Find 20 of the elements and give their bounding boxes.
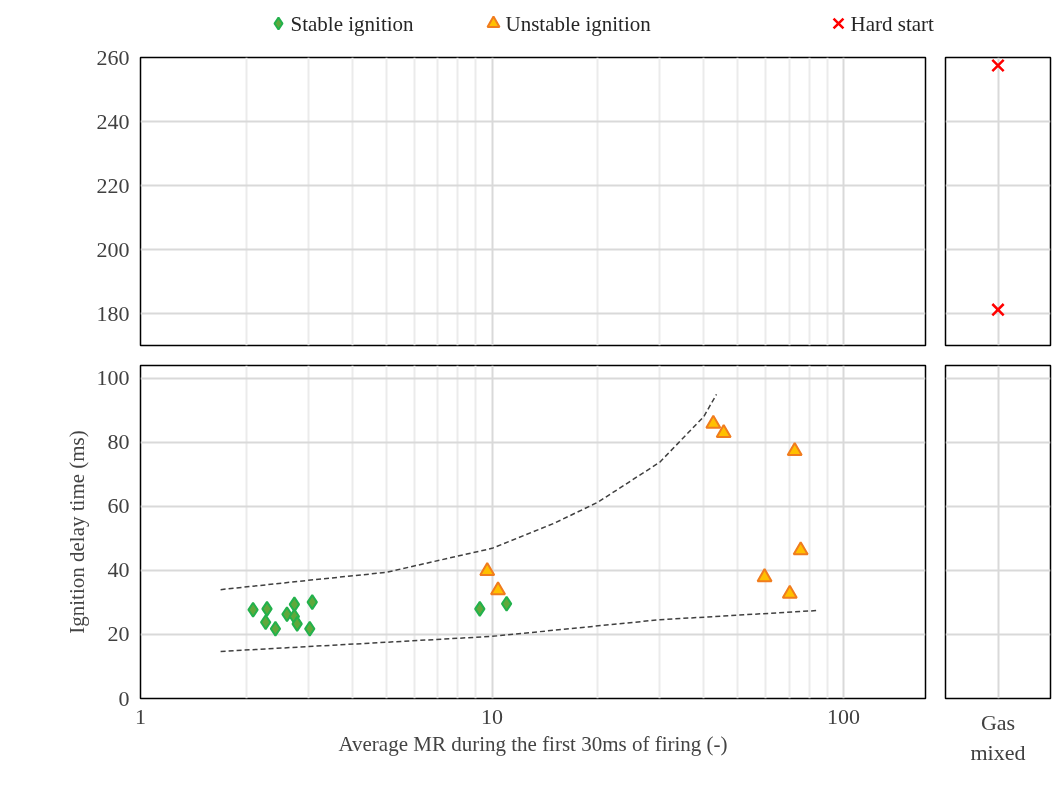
y-tick-label: 100 <box>96 365 130 391</box>
y-tick-label: 40 <box>107 557 130 583</box>
y-tick-label: 80 <box>107 429 130 455</box>
y-axis-title: Ignition delay time (ms) <box>64 430 89 634</box>
y-tick-label: 0 <box>118 685 130 711</box>
x-axis-title: Average MR during the first 30ms of firing (-) <box>338 731 728 756</box>
x-tick-label: 100 <box>827 703 861 729</box>
y-tick-label: 60 <box>107 493 130 519</box>
y-tick-label: 20 <box>107 621 130 647</box>
x-tick-label: 1 <box>135 703 146 729</box>
x-tick-label: Gas mixed <box>970 709 1026 765</box>
y-tick-label: 220 <box>96 172 130 198</box>
y-tick-label: 180 <box>96 300 130 326</box>
y-tick-label: 240 <box>96 108 130 134</box>
legend-label: Hard start <box>850 11 935 36</box>
legend-label: Unstable ignition <box>505 11 652 36</box>
y-tick-label: 200 <box>96 236 130 262</box>
y-tick-label: 260 <box>96 44 130 70</box>
x-tick-label: 10 <box>481 703 504 729</box>
legend-label: Stable ignition <box>290 11 415 36</box>
